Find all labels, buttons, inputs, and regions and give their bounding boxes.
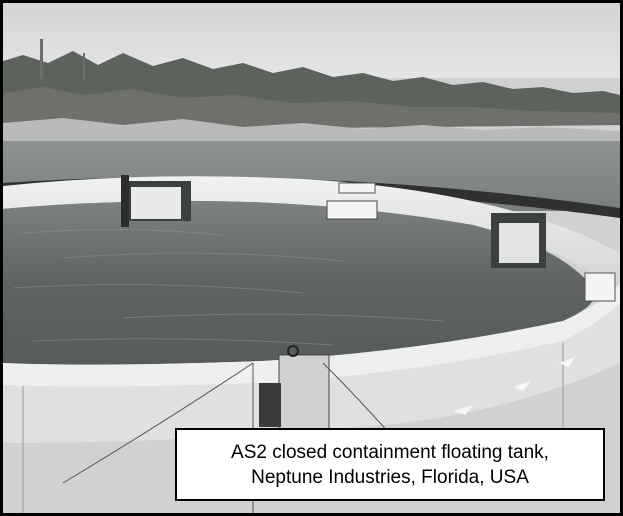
- vegetation-highlights: [3, 87, 620, 131]
- caption-line-2: Neptune Industries, Florida, USA: [251, 466, 529, 488]
- shoreline-rocks: [3, 118, 620, 145]
- caption-line-1: AS2 closed containment floating tank,: [231, 441, 549, 463]
- rim-gate-right: [491, 213, 546, 268]
- rim-pipes: [326, 182, 616, 302]
- pole: [40, 39, 43, 79]
- tank-back-wall: [3, 176, 620, 293]
- tank-water: [3, 200, 595, 365]
- water-ripples: [12, 228, 444, 346]
- rim-gate-left: [121, 175, 191, 227]
- photo-caption: AS2 closed containment floating tank, Ne…: [175, 428, 605, 501]
- pole: [83, 53, 85, 81]
- walkway-post: [259, 345, 330, 436]
